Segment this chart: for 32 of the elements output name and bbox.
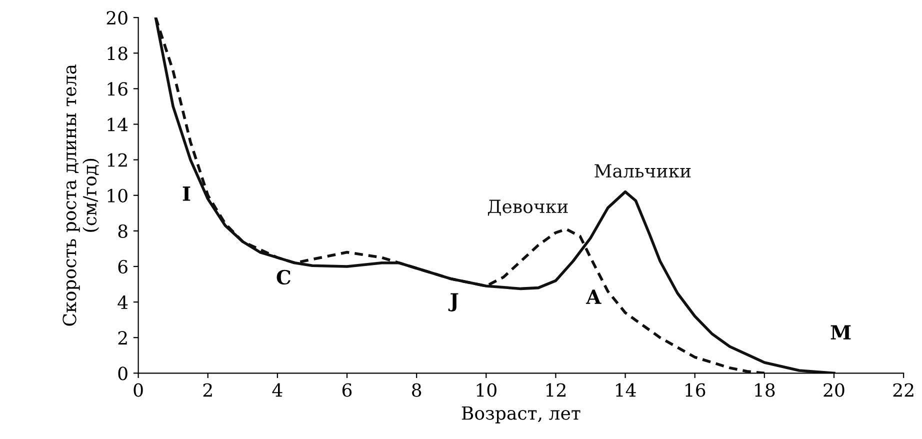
x-tick-label: 10 xyxy=(476,383,496,397)
annotation: I xyxy=(182,186,190,201)
y-tick-label: 8 xyxy=(118,224,128,238)
y-tick-label: 18 xyxy=(108,46,128,60)
y-tick-label: 20 xyxy=(106,11,128,25)
y-tick-label: 12 xyxy=(108,153,127,167)
annotation: A xyxy=(586,290,602,304)
x-tick-label: 6 xyxy=(342,383,352,397)
y-tick-label: 14 xyxy=(108,118,128,132)
x-tick-label: 16 xyxy=(686,383,706,397)
x-tick-label: 18 xyxy=(755,383,775,397)
y-tick-label: 2 xyxy=(118,331,127,344)
annotation: M xyxy=(830,325,851,340)
x-tick-label: 14 xyxy=(616,383,636,397)
x-tick-label: 12 xyxy=(546,383,566,397)
y-tick-label: 0 xyxy=(118,366,128,380)
x-tick-label: 0 xyxy=(134,383,143,397)
y-axis-title: Скорость роста длины тела (см/год) xyxy=(62,64,100,326)
x-tick-label: 20 xyxy=(824,383,844,397)
x-tick-label: 4 xyxy=(272,383,282,397)
series-label: Девочки xyxy=(488,200,568,216)
x-tick-label: 2 xyxy=(203,383,212,397)
y-tick-label: 16 xyxy=(108,82,128,96)
y-tick-label: 6 xyxy=(118,260,128,274)
annotation: J xyxy=(448,293,458,312)
y-tick-label: 4 xyxy=(118,295,128,309)
series-label: Мальчики xyxy=(594,164,691,178)
y-tick-label: 10 xyxy=(108,188,128,202)
annotation: C xyxy=(276,270,290,285)
x-axis-title: Возраст, лет xyxy=(462,406,580,424)
x-tick-label: 22 xyxy=(893,383,914,397)
x-tick-label: 8 xyxy=(412,383,422,397)
